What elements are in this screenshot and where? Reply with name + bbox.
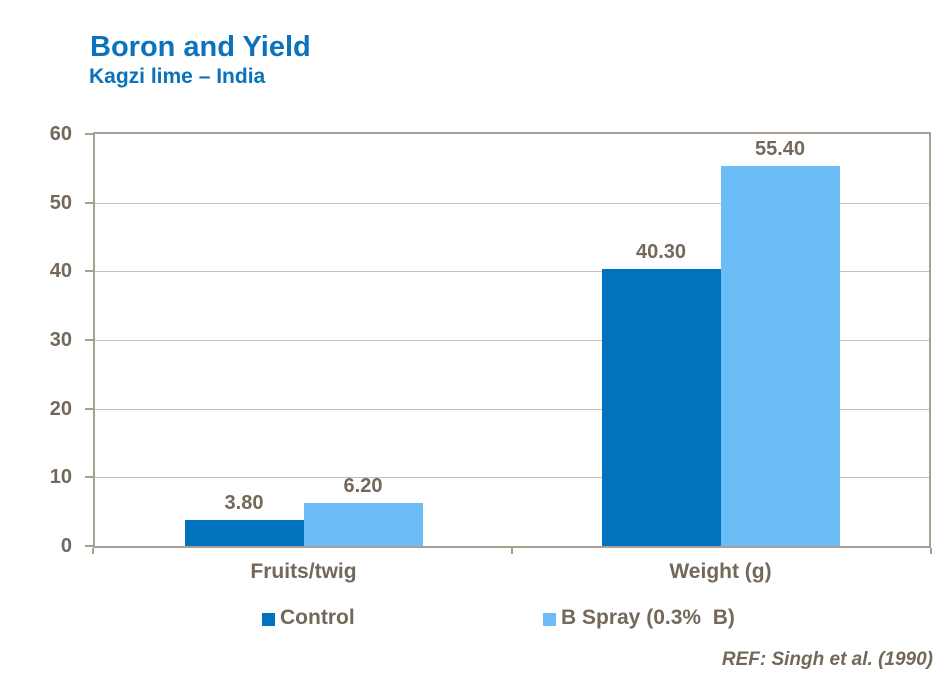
- reference-text: REF: Singh et al. (1990): [721, 649, 933, 670]
- gridline-40: [95, 271, 929, 273]
- y-axis-tick-0: [85, 545, 93, 547]
- y-axis-tick-10: [85, 476, 93, 479]
- y-axis-label-50: 50: [49, 191, 72, 214]
- y-axis-tick-20: [85, 407, 93, 410]
- bar-value-label-b-spray-0-3-b-fruits-twig: 6.20: [343, 475, 383, 498]
- y-axis-tick-30: [85, 339, 93, 341]
- legend-item-control: Control: [262, 606, 355, 630]
- gridline-30: [95, 340, 929, 341]
- gridline-20: [95, 408, 929, 410]
- y-axis-label-10: 10: [49, 466, 72, 489]
- legend-label-control: Control: [280, 606, 355, 629]
- bar-b-spray-0-3-b-fruits-twig: [303, 503, 423, 546]
- chart-title: Boron and Yield: [90, 31, 311, 63]
- x-axis-tick-2: [930, 548, 932, 554]
- bar-b-spray-0-3-b-weight-g: [720, 165, 840, 546]
- x-axis-category-label-fruits-twig: Fruits/twig: [250, 560, 357, 583]
- x-axis-category-label-weight-g: Weight (g): [669, 560, 772, 583]
- y-axis-label-20: 20: [49, 397, 72, 420]
- y-axis-tick-40: [85, 270, 93, 273]
- legend-label-b-spray: B Spray (0.3% B): [561, 606, 735, 629]
- bar-value-label-b-spray-0-3-b-weight-g: 55.40: [754, 137, 806, 160]
- chart-subtitle: Kagzi lime – India: [89, 65, 266, 88]
- bar-value-label-control-weight-g: 40.30: [635, 241, 687, 264]
- legend-swatch-control-icon: [262, 612, 275, 626]
- legend-swatch-b-spray-icon: [543, 612, 556, 626]
- y-axis-tick-60: [85, 133, 93, 135]
- bar-control-weight-g: [601, 269, 721, 546]
- y-axis-label-30: 30: [49, 329, 72, 351]
- y-axis-tick-50: [85, 201, 93, 204]
- bar-control-fruits-twig: [184, 519, 304, 546]
- y-axis-label-40: 40: [49, 260, 72, 283]
- gridline-50: [95, 202, 929, 204]
- y-axis-label-0: 0: [60, 535, 72, 557]
- x-axis-tick-1: [511, 548, 513, 554]
- plot-area: [93, 132, 931, 548]
- legend-item-b-spray: B Spray (0.3% B): [543, 606, 735, 630]
- gridline-10: [95, 477, 929, 479]
- x-axis-tick-0: [92, 548, 94, 554]
- y-axis-label-60: 60: [49, 123, 72, 145]
- bar-value-label-control-fruits-twig: 3.80: [224, 491, 264, 514]
